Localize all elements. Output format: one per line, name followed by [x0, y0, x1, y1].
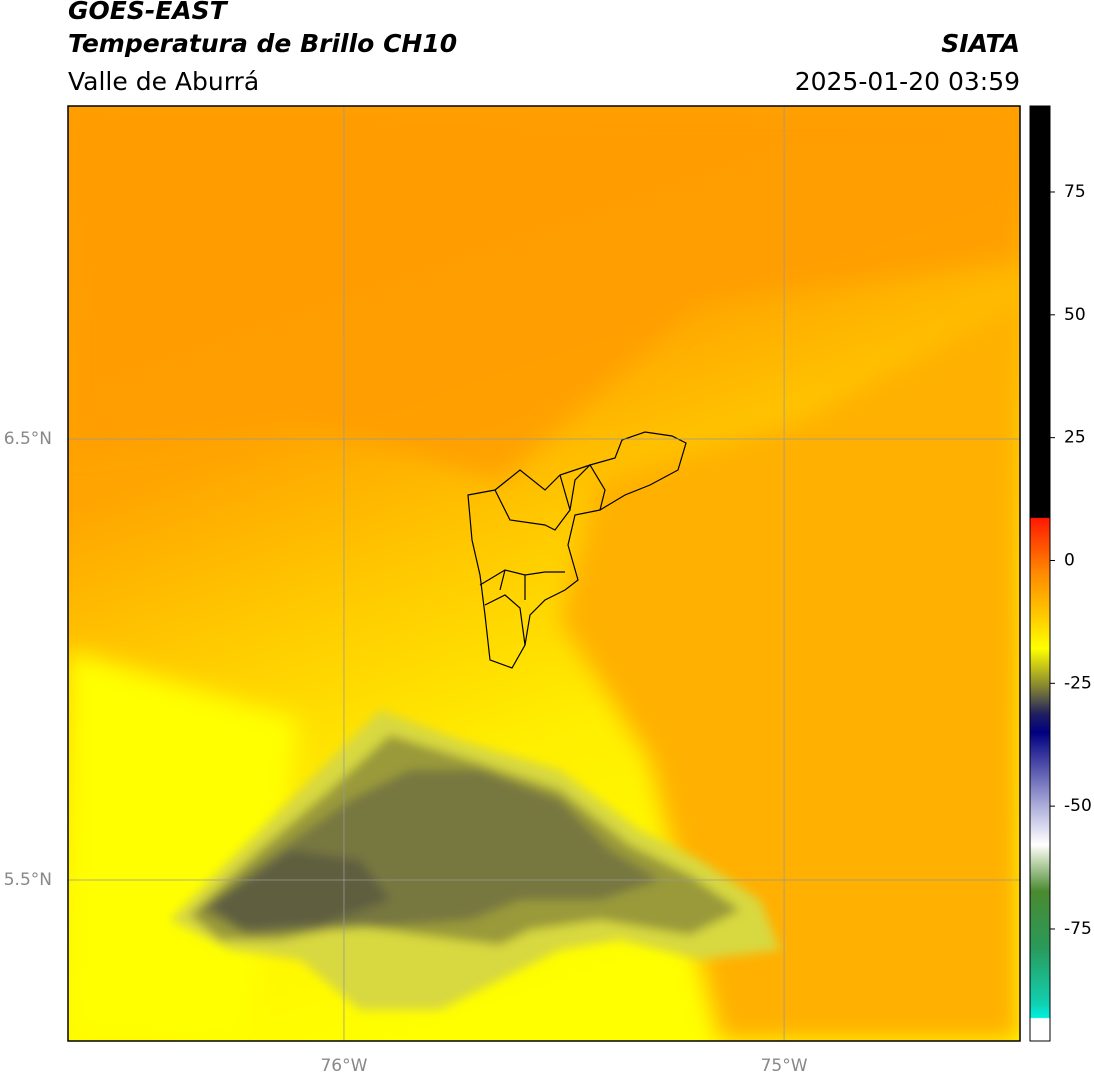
colorbar-tick-label: 50: [1064, 305, 1086, 325]
lat-label: 6.5°N: [4, 429, 52, 449]
map-frame: [67, 105, 1021, 1042]
lat-label: 5.5°N: [4, 870, 52, 890]
colorbar-tick-label: -25: [1064, 673, 1092, 693]
colorbar-tick-label: 25: [1064, 428, 1086, 448]
source: SIATA: [941, 29, 1020, 58]
colorbar-tick-label: 0: [1064, 550, 1075, 570]
municipal-boundaries: [467, 431, 687, 669]
cloud: [170, 710, 780, 1010]
region: Valle de Aburrá: [68, 67, 259, 96]
map: [68, 106, 1020, 1041]
labels: 6.5°N 5.5°N 76°W 75°W 75 50 25 0 -25 -50 -75: [4, 182, 1092, 1076]
graticule: [68, 106, 1020, 1041]
colorbar: [1029, 105, 1051, 1042]
lon-label: 76°W: [320, 1056, 367, 1076]
colorbar-tick-label: -75: [1064, 919, 1092, 939]
title: GOES-EAST: [68, 0, 229, 25]
subtitle: Temperatura de Brillo CH10: [68, 29, 457, 58]
colorbar-tick-label: 75: [1064, 182, 1086, 202]
colorbar-tick-label: -50: [1064, 796, 1092, 816]
datetime: 2025-01-20 03:59: [795, 67, 1020, 96]
lon-label: 75°W: [761, 1056, 808, 1076]
